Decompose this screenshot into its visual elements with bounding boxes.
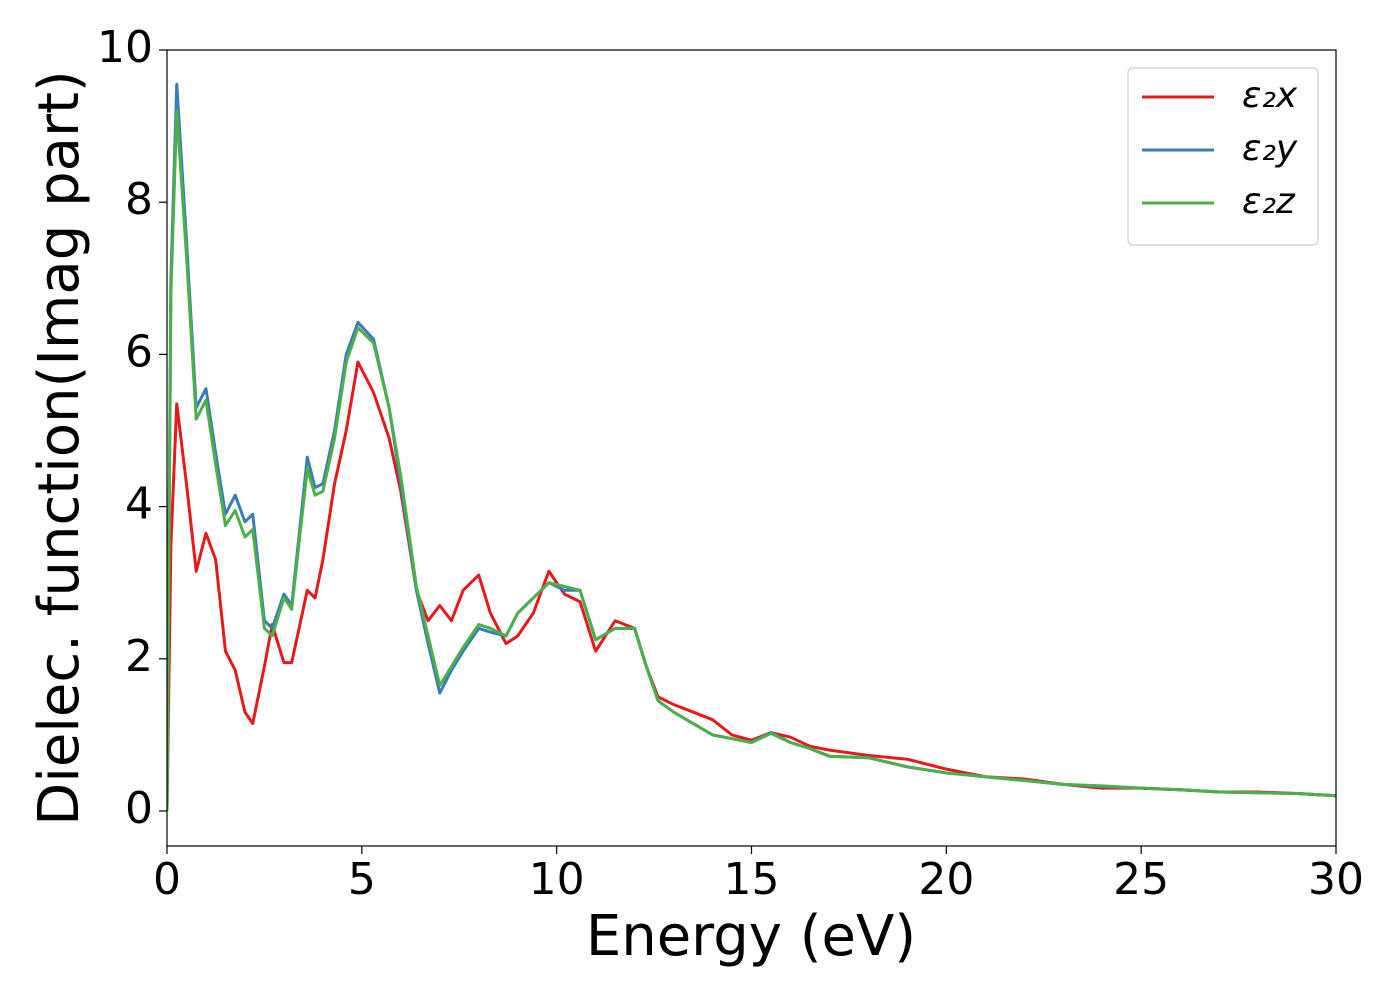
y-axis-label: Dielec. function(Imag part) xyxy=(27,70,92,826)
x-tick-label: 5 xyxy=(348,854,376,905)
x-tick-label: 0 xyxy=(153,854,181,905)
y-tick-label: 0 xyxy=(125,783,153,834)
legend-box xyxy=(1127,67,1319,246)
x-tick-label: 15 xyxy=(724,854,780,905)
x-axis-label: Energy (eV) xyxy=(586,904,916,969)
x-tick-label: 30 xyxy=(1308,854,1364,905)
legend-label: ε₂z xyxy=(1242,181,1296,222)
data-line xyxy=(167,360,1336,812)
legend-label: ε₂x xyxy=(1242,75,1298,116)
x-tick-label: 20 xyxy=(918,854,974,905)
y-tick-label: 6 xyxy=(125,326,153,377)
y-tick-label: 2 xyxy=(125,631,153,682)
y-tick-label: 4 xyxy=(125,479,153,530)
x-tick-label: 10 xyxy=(529,854,585,905)
data-line xyxy=(167,109,1336,812)
y-tick-label: 8 xyxy=(125,174,153,225)
y-tick-label: 10 xyxy=(97,22,153,73)
x-tick-label: 25 xyxy=(1113,854,1169,905)
legend-label: ε₂y xyxy=(1242,128,1298,169)
